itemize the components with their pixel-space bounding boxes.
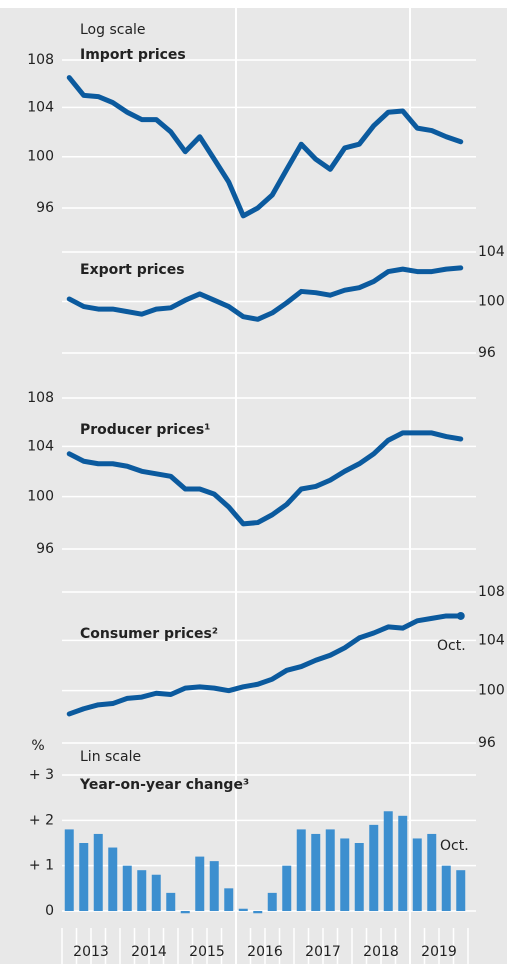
bar	[267, 892, 277, 911]
bar	[151, 874, 161, 911]
panel-title: Consumer prices²	[80, 626, 218, 642]
y-tick-label: 96	[478, 345, 496, 361]
bar	[108, 847, 118, 911]
bar	[441, 865, 451, 911]
panel-title: Producer prices¹	[80, 422, 210, 438]
y-tick-label: 100	[27, 149, 54, 165]
bar	[398, 815, 408, 911]
panel-title: Year-on-year change³	[79, 777, 249, 793]
end-point	[456, 611, 465, 620]
y-tick-label: 104	[27, 99, 54, 115]
x-tick-label: 2017	[305, 944, 341, 960]
x-tick-label: 2014	[131, 944, 167, 960]
y-tick-label: 100	[478, 683, 505, 699]
bar	[311, 833, 321, 911]
x-tick-label: 2015	[189, 944, 225, 960]
x-tick-label: 2013	[73, 944, 109, 960]
bar	[340, 838, 350, 911]
bar	[166, 892, 176, 911]
bar	[79, 843, 89, 911]
y-tick-label: + 2	[29, 812, 54, 828]
panel-title: Import prices	[80, 47, 186, 63]
y-tick-label: 96	[36, 200, 54, 216]
bar	[354, 843, 364, 911]
y-tick-label: 108	[27, 52, 54, 68]
y-tick-label: 100	[478, 293, 505, 309]
scale-note: Lin scale	[80, 749, 141, 765]
bar	[180, 911, 190, 914]
bar	[253, 911, 263, 914]
y-tick-label: 0	[45, 903, 54, 919]
line	[66, 265, 464, 322]
y-tick-label: 108	[478, 584, 505, 600]
x-tick-label: 2016	[247, 944, 283, 960]
bar	[325, 829, 335, 911]
y-tick-label: + 3	[29, 767, 54, 783]
y-tick-label: 100	[27, 489, 54, 505]
bar	[412, 838, 422, 911]
bar	[296, 829, 306, 911]
x-tick-label: 2019	[421, 944, 457, 960]
bar	[383, 811, 393, 911]
bar	[137, 870, 147, 911]
y-tick-label: 104	[478, 632, 505, 648]
end-label: Oct.	[440, 838, 469, 854]
bar	[195, 856, 205, 911]
bar	[427, 833, 437, 911]
scale-note: Log scale	[80, 22, 146, 38]
bar	[122, 865, 132, 911]
y-tick-label: 104	[27, 438, 54, 454]
line	[66, 430, 464, 527]
bar	[93, 833, 103, 911]
panel-title: Export prices	[80, 262, 185, 278]
bar	[456, 870, 466, 911]
bar	[64, 829, 74, 911]
bar	[209, 861, 219, 911]
line	[66, 75, 464, 219]
y-tick-label: 108	[27, 390, 54, 406]
y-tick-label: 96	[478, 735, 496, 751]
y-tick-label: 104	[478, 244, 505, 260]
unit-label: %	[31, 738, 44, 754]
bar	[369, 824, 379, 911]
bar	[238, 908, 248, 911]
top-band	[0, 0, 507, 8]
bar	[282, 865, 292, 911]
y-tick-label: 96	[36, 541, 54, 557]
y-tick-label: + 1	[29, 858, 54, 874]
bar	[224, 888, 234, 911]
x-tick-label: 2018	[363, 944, 399, 960]
line	[66, 613, 464, 717]
end-label: Oct.	[437, 638, 466, 654]
